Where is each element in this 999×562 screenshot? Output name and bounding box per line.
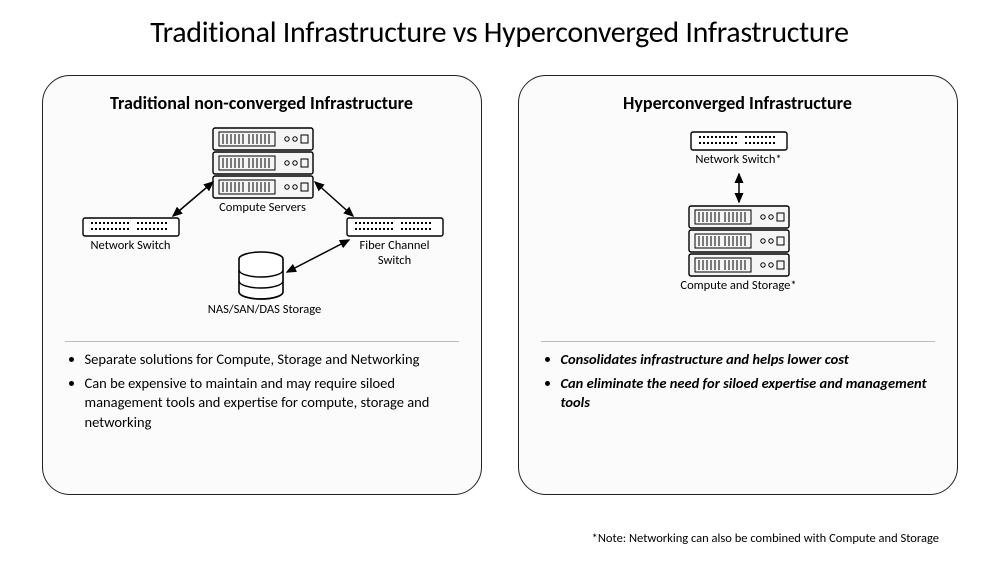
compute-storage-label: Compute and Storage* — [669, 278, 809, 293]
panel-traditional: Traditional non-converged Infrastructure — [42, 75, 482, 495]
page-title: Traditional Infrastructure vs Hyperconve… — [0, 0, 999, 51]
storage-icon — [239, 252, 283, 299]
panel-hyperconverged-title: Hyperconverged Infrastructure — [541, 92, 935, 114]
storage-label: NAS/SAN/DAS Storage — [195, 302, 335, 317]
hyperconverged-bullets: Consolidates infrastructure and helps lo… — [541, 350, 935, 413]
hyperconverged-diagram: Network Switch* Compute and Storage* — [541, 120, 935, 335]
network-switch-label: Network Switch — [83, 238, 179, 253]
compute-servers-icon — [213, 128, 313, 198]
compute-servers-label: Compute Servers — [213, 200, 313, 215]
network-switch-icon — [83, 218, 179, 236]
bullet: Consolidates infrastructure and helps lo… — [561, 350, 935, 370]
divider — [65, 341, 459, 342]
bullet: Can be expensive to maintain and may req… — [85, 374, 459, 433]
bullet: Separate solutions for Compute, Storage … — [85, 350, 459, 370]
compute-storage-icon — [689, 206, 789, 276]
arrow-fcswitch-servers — [315, 182, 353, 216]
traditional-bullets: Separate solutions for Compute, Storage … — [65, 350, 459, 432]
footnote: *Note: Networking can also be combined w… — [592, 531, 939, 546]
network-switch-icon — [691, 132, 787, 150]
bullet: Can eliminate the need for siloed expert… — [561, 374, 935, 413]
panel-traditional-title: Traditional non-converged Infrastructure — [65, 92, 459, 114]
arrow-fcswitch-storage — [287, 240, 349, 272]
panel-hyperconverged: Hyperconverged Infrastructure — [518, 75, 958, 495]
fiber-channel-switch-icon — [347, 218, 443, 236]
panels-row: Traditional non-converged Infrastructure — [0, 75, 999, 495]
traditional-diagram: Compute Servers Network Switch Fiber Cha… — [65, 120, 459, 335]
divider — [541, 341, 935, 342]
fiber-channel-switch-label: Fiber Channel Switch — [347, 238, 443, 268]
network-switch-label: Network Switch* — [689, 152, 789, 167]
arrow-netswitch-servers — [173, 182, 213, 216]
